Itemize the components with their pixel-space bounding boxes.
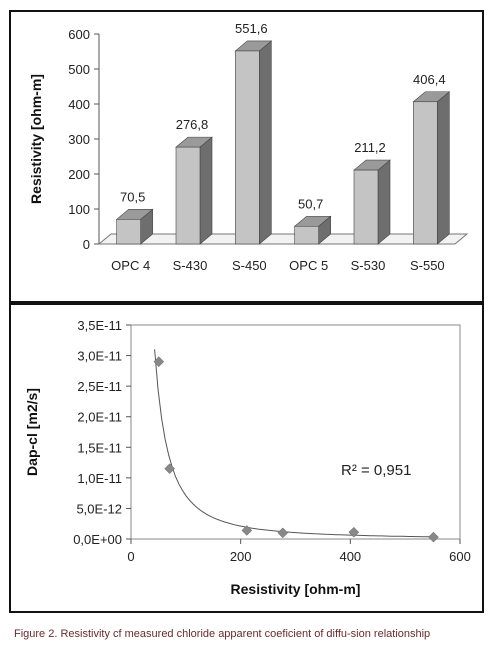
power-trendline [154,349,434,538]
x-tick-label: 0 [127,549,134,564]
x-axis-title: Resistivity [ohm-m] [231,581,361,597]
bar [294,225,319,245]
y-tick-label: 5,0E-12 [76,501,122,516]
resistivity-bar-chart: 0 100 200 300 400 500 600 Resistivity [ohm-m] 70… [28,21,469,273]
x-category-label: S-430 [173,258,208,273]
bar-chart-panel: 0 100 200 300 400 500 600 Resistivity [ohm-m] 70… [9,10,484,303]
bar [235,50,260,245]
y-tick-label: 3,5E-11 [77,318,122,333]
y-tick-label: 2,0E-11 [77,410,122,425]
bar-value-label: 406,4 [413,72,446,87]
data-point-marker [241,525,253,536]
bar-side [199,136,213,245]
data-point-marker [348,526,360,538]
y-tick-label: 600 [68,27,90,42]
bar [413,101,438,245]
plot-area [130,324,461,540]
x-tick-label: 600 [449,549,471,564]
diffusion-scatter-chart: 0,0E+00 5,0E-12 1,0E-11 1,5E-11 2,0E-11 2,5E-… [24,318,471,597]
bar-value-label: 70,5 [120,189,145,204]
x-category-label: S-450 [232,258,267,273]
data-point-marker [428,531,439,543]
y-tick-label: 0,0E+00 [73,532,122,547]
x-category-label: OPC 5 [289,258,328,273]
y-tick-label: 1,5E-11 [77,440,122,455]
scatter-chart-panel: 0,0E+00 5,0E-12 1,0E-11 1,5E-11 2,0E-11 2,5E-… [9,303,484,613]
figure-caption: Figure 2. Resistivity cf measured chlori… [14,628,431,640]
x-tick-label: 400 [339,549,361,564]
bar-side [259,40,272,245]
y-tick-label: 200 [68,167,90,182]
bar [116,219,141,245]
data-point-marker [277,527,289,539]
y-tick-label: 2,5E-11 [77,379,122,394]
y-tick-label: 3,0E-11 [77,349,122,364]
bar [353,169,379,245]
bar-value-label: 211,2 [354,140,386,155]
x-category-label: S-550 [410,258,445,273]
y-tick-label: 1,0E-11 [77,471,122,486]
bar-value-label: 276,8 [176,117,209,132]
data-point-marker [153,356,165,368]
chart-floor [97,233,469,245]
y-tick-label: 100 [68,202,90,217]
y-tick-label: 300 [68,132,90,147]
y-axis-title: Dap-cl [m2/s] [24,388,40,476]
bar-value-label: 551,6 [235,21,268,36]
bar-value-label: 50,7 [298,196,323,211]
x-category-label: OPC 4 [111,258,150,273]
x-category-label: S-530 [351,258,386,273]
y-axis-title: Resistivity [ohm-m] [28,74,44,204]
bar-side [377,159,391,245]
y-tick-label: 400 [68,97,90,112]
y-tick-label: 0 [83,237,90,252]
data-point-marker [164,463,176,475]
x-tick-label: 200 [230,549,252,564]
y-tick-label: 500 [68,62,90,77]
bar [175,146,201,245]
r-squared-label: R² = 0,951 [341,462,411,479]
bar-side [437,91,450,245]
